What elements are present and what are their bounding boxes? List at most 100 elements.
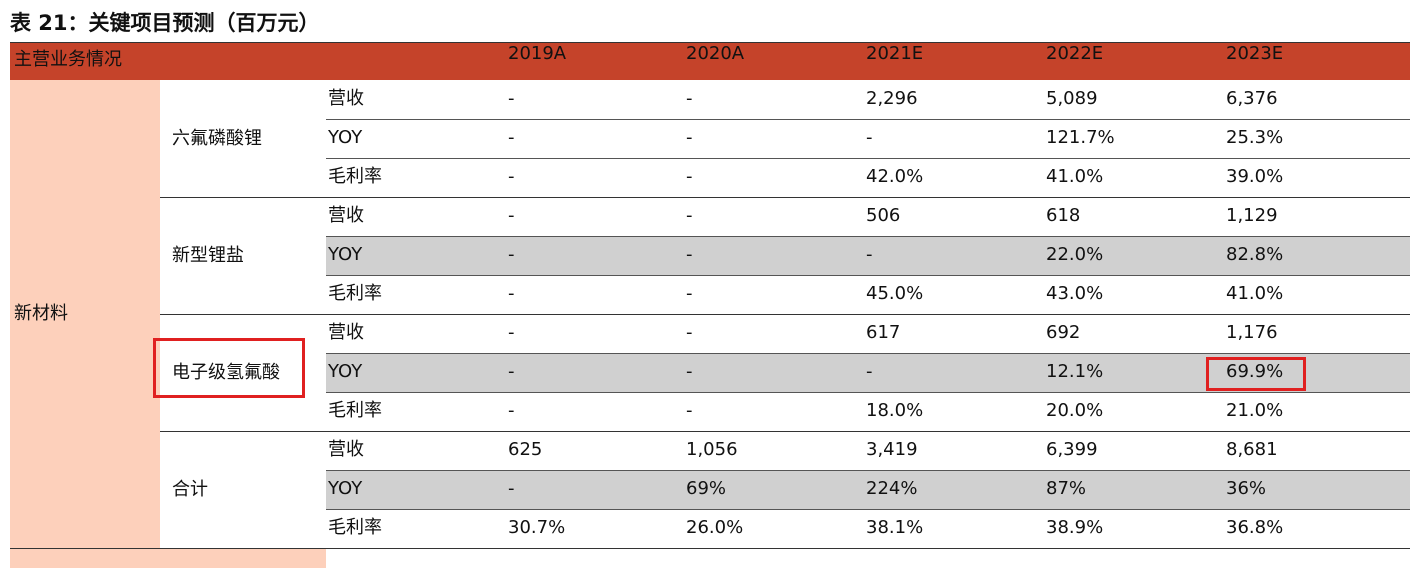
header-year: 2021E [866,43,924,64]
cell-value: 21.0% [1226,400,1284,421]
cell-value: - [508,205,515,226]
cell-value: 6,376 [1226,88,1278,109]
cell-value: - [508,478,515,499]
cell-value: - [866,361,873,382]
cell-value: - [866,127,873,148]
cell-value: 36.8% [1226,517,1284,538]
cell-value: 5,089 [1046,88,1098,109]
cell-value: 38.1% [866,517,924,538]
cell-value: 3,419 [866,439,918,460]
cell-value: 43.0% [1046,283,1104,304]
cell-value: 36% [1226,478,1267,499]
metric: YOY [328,244,363,265]
metric: 毛利率 [328,400,382,421]
cell-value: 22.0% [1046,244,1104,265]
header-label: 主营业务情况 [14,49,122,70]
highlight-box [1206,357,1306,391]
cell-value: - [508,283,515,304]
title: 表 21：关键项目预测（百万元） [10,11,320,35]
cell-value: 39.0% [1226,166,1284,187]
highlight-box [153,338,305,398]
cell-value: 121.7% [1046,127,1115,148]
metric: 营收 [328,439,364,460]
cell-value: - [508,88,515,109]
cell-value: 41.0% [1226,283,1284,304]
row-line [326,119,1410,120]
cell-value: 45.0% [866,283,924,304]
row-line [326,470,1410,471]
row-line [326,275,1410,276]
cell-value: 12.1% [1046,361,1104,382]
cell-value: 692 [1046,322,1081,343]
cell-value: - [508,400,515,421]
cell-value: - [686,322,693,343]
section-label: 新材料 [14,303,68,324]
header-year: 2023E [1226,43,1284,64]
cell-value: - [686,283,693,304]
cell-value: 87% [1046,478,1087,499]
row-line [326,509,1410,510]
metric: YOY [328,361,363,382]
cell-value: - [508,244,515,265]
header-year: 2019A [508,43,567,64]
section-cell [10,80,160,548]
cell-value: - [686,88,693,109]
cell-value: 42.0% [866,166,924,187]
cell-value: 20.0% [1046,400,1104,421]
row-line [326,236,1410,237]
cell-value: 30.7% [508,517,566,538]
cell-value: - [686,127,693,148]
cell-value: - [686,400,693,421]
cell-value: - [686,244,693,265]
row-line [326,353,1410,354]
cell-value: - [508,361,515,382]
group-line [160,197,1410,198]
cell-value: 18.0% [866,400,924,421]
cell-value: - [866,244,873,265]
cell-value: 25.3% [1226,127,1284,148]
cell-value: 26.0% [686,517,744,538]
row-shade [326,470,1410,509]
metric: 毛利率 [328,166,382,187]
row-line [326,392,1410,393]
group-line [160,431,1410,432]
metric: 营收 [328,88,364,109]
metric: 毛利率 [328,283,382,304]
group-label: 合计 [172,478,208,500]
cell-value: - [686,205,693,226]
cell-value: 618 [1046,205,1081,226]
bottom-strip [10,548,326,568]
cell-value: 1,176 [1226,322,1278,343]
group-label: 六氟磷酸锂 [172,127,262,149]
metric: YOY [328,127,363,148]
metric: 毛利率 [328,517,382,538]
cell-value: 506 [866,205,901,226]
cell-value: 69% [686,478,727,499]
cell-value: - [508,127,515,148]
group-label: 电子级氢氟酸 [172,361,280,383]
cell-value: 38.9% [1046,517,1104,538]
cell-value: 82.8% [1226,244,1284,265]
cell-value: 69.9% [1226,361,1284,382]
header-year: 2020A [686,43,745,64]
row-line [326,158,1410,159]
metric: 营收 [328,322,364,343]
cell-value: 617 [866,322,901,343]
header-year: 2022E [1046,43,1104,64]
row-shade [326,236,1410,275]
cell-value: 2,296 [866,88,918,109]
cell-value: 625 [508,439,543,460]
group-line [160,314,1410,315]
cell-value: - [686,361,693,382]
cell-value: - [686,166,693,187]
metric: 营收 [328,205,364,226]
group-label: 新型锂盐 [172,244,244,266]
page: 表 21：关键项目预测（百万元） 主营业务情况 2019A 2020A 2021E 20… [10,11,1410,568]
cell-value: 224% [866,478,918,499]
cell-value: 1,129 [1226,205,1278,226]
cell-value: 8,681 [1226,439,1278,460]
bottom-line [326,548,1410,549]
cell-value: 1,056 [686,439,738,460]
cell-value: 41.0% [1046,166,1104,187]
metric: YOY [328,478,363,499]
